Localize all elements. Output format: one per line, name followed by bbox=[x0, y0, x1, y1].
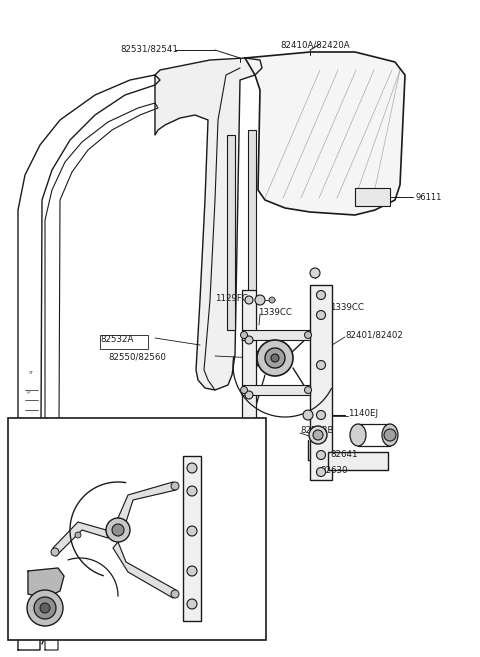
Text: POWER  WINDOW: POWER WINDOW bbox=[16, 426, 112, 436]
Text: 1339CC: 1339CC bbox=[136, 516, 168, 525]
Circle shape bbox=[187, 486, 197, 496]
Circle shape bbox=[240, 386, 248, 394]
Circle shape bbox=[304, 386, 312, 394]
Text: 1231FD: 1231FD bbox=[16, 568, 47, 577]
Bar bbox=[8, 418, 266, 640]
Bar bbox=[183, 456, 201, 621]
Circle shape bbox=[271, 354, 279, 362]
Text: 1339CC: 1339CC bbox=[201, 558, 232, 567]
Text: 82424B: 82424B bbox=[16, 578, 47, 587]
Circle shape bbox=[269, 297, 275, 303]
Circle shape bbox=[265, 348, 285, 368]
Text: 82403/82404: 82403/82404 bbox=[16, 446, 69, 455]
Circle shape bbox=[40, 603, 50, 613]
Polygon shape bbox=[53, 522, 108, 556]
Text: 96111: 96111 bbox=[415, 193, 442, 202]
Text: 1140EJ: 1140EJ bbox=[348, 409, 378, 418]
Circle shape bbox=[187, 463, 197, 473]
Text: 1339CC: 1339CC bbox=[330, 303, 364, 312]
Text: 82641: 82641 bbox=[330, 450, 358, 459]
Circle shape bbox=[34, 597, 56, 619]
Text: 82543B: 82543B bbox=[300, 426, 334, 435]
Circle shape bbox=[309, 426, 327, 444]
Ellipse shape bbox=[382, 424, 398, 446]
Polygon shape bbox=[118, 482, 176, 522]
Circle shape bbox=[27, 590, 63, 626]
Circle shape bbox=[316, 451, 325, 459]
Circle shape bbox=[171, 590, 179, 598]
Circle shape bbox=[316, 311, 325, 319]
Text: 1339CC: 1339CC bbox=[258, 308, 292, 317]
Bar bbox=[310, 285, 332, 480]
Circle shape bbox=[316, 290, 325, 300]
Circle shape bbox=[187, 566, 197, 576]
Circle shape bbox=[310, 268, 320, 278]
Circle shape bbox=[51, 548, 59, 556]
Circle shape bbox=[255, 295, 265, 305]
Bar bbox=[227, 135, 235, 330]
Polygon shape bbox=[28, 568, 64, 598]
Polygon shape bbox=[113, 542, 176, 598]
Text: 1129FC: 1129FC bbox=[215, 294, 248, 303]
Circle shape bbox=[245, 391, 253, 399]
Circle shape bbox=[112, 524, 124, 536]
Circle shape bbox=[245, 441, 253, 449]
Circle shape bbox=[75, 532, 81, 538]
Text: P: P bbox=[26, 390, 30, 395]
Text: 82531/82541: 82531/82541 bbox=[120, 44, 178, 53]
Bar bbox=[328, 452, 388, 470]
Circle shape bbox=[171, 482, 179, 490]
Circle shape bbox=[106, 518, 130, 542]
Bar bbox=[242, 330, 310, 340]
Text: 98810A/98820A: 98810A/98820A bbox=[93, 618, 157, 627]
Circle shape bbox=[304, 332, 312, 338]
Circle shape bbox=[316, 411, 325, 420]
Polygon shape bbox=[245, 52, 405, 215]
Circle shape bbox=[313, 430, 323, 440]
Text: 82532A: 82532A bbox=[100, 335, 133, 344]
Ellipse shape bbox=[350, 424, 366, 446]
Circle shape bbox=[245, 296, 253, 304]
Bar bbox=[242, 290, 256, 460]
Bar bbox=[355, 188, 390, 206]
Polygon shape bbox=[155, 58, 262, 390]
Bar bbox=[248, 130, 256, 325]
Circle shape bbox=[257, 340, 293, 376]
Bar bbox=[242, 385, 310, 395]
Circle shape bbox=[245, 336, 253, 344]
Text: 82630: 82630 bbox=[320, 466, 348, 475]
Text: 82550/82560: 82550/82560 bbox=[108, 352, 166, 361]
Circle shape bbox=[187, 599, 197, 609]
Circle shape bbox=[240, 332, 248, 338]
Bar bbox=[100, 335, 148, 349]
Text: 82410A/82420A: 82410A/82420A bbox=[280, 40, 349, 49]
Circle shape bbox=[316, 468, 325, 476]
Text: 82401/82402: 82401/82402 bbox=[345, 330, 403, 339]
Circle shape bbox=[303, 410, 313, 420]
Circle shape bbox=[187, 526, 197, 536]
Text: rr: rr bbox=[28, 370, 33, 375]
Circle shape bbox=[384, 429, 396, 441]
Circle shape bbox=[316, 361, 325, 369]
